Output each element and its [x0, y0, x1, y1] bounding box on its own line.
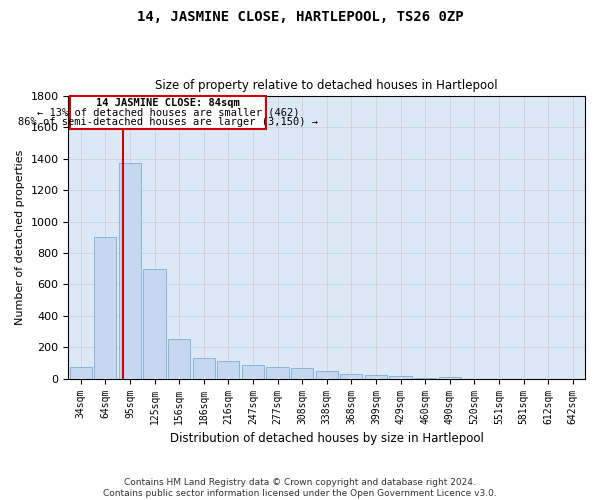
Text: 14, JASMINE CLOSE, HARTLEPOOL, TS26 0ZP: 14, JASMINE CLOSE, HARTLEPOOL, TS26 0ZP: [137, 10, 463, 24]
FancyBboxPatch shape: [70, 96, 266, 129]
Bar: [365, 375, 387, 378]
Bar: [217, 360, 239, 378]
Text: 14 JASMINE CLOSE: 84sqm: 14 JASMINE CLOSE: 84sqm: [96, 98, 240, 108]
Bar: [168, 340, 190, 378]
Bar: [242, 364, 264, 378]
Title: Size of property relative to detached houses in Hartlepool: Size of property relative to detached ho…: [155, 79, 498, 92]
Bar: [119, 162, 141, 378]
Bar: [266, 367, 289, 378]
Bar: [193, 358, 215, 378]
Bar: [70, 367, 92, 378]
X-axis label: Distribution of detached houses by size in Hartlepool: Distribution of detached houses by size …: [170, 432, 484, 445]
Y-axis label: Number of detached properties: Number of detached properties: [15, 150, 25, 325]
Text: ← 13% of detached houses are smaller (462): ← 13% of detached houses are smaller (46…: [37, 108, 299, 118]
Bar: [143, 268, 166, 378]
Bar: [340, 374, 362, 378]
Text: 86% of semi-detached houses are larger (3,150) →: 86% of semi-detached houses are larger (…: [18, 117, 318, 127]
Bar: [389, 376, 412, 378]
Bar: [94, 238, 116, 378]
Text: Contains HM Land Registry data © Crown copyright and database right 2024.
Contai: Contains HM Land Registry data © Crown c…: [103, 478, 497, 498]
Bar: [316, 371, 338, 378]
Bar: [291, 368, 313, 378]
